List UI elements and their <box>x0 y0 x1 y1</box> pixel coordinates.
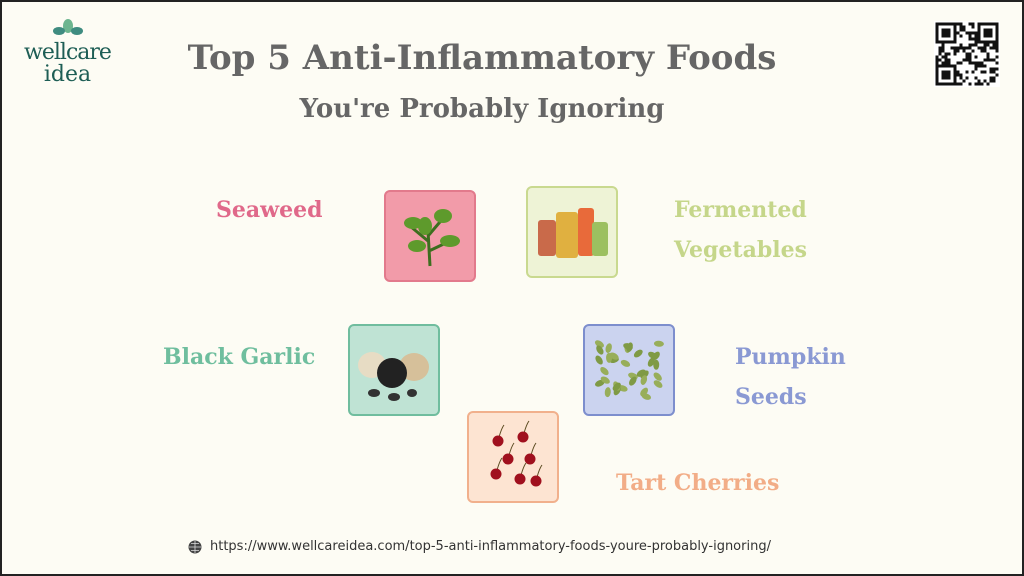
qr-code-icon <box>934 21 1000 87</box>
logo: wellcare idea <box>20 18 115 86</box>
label-seaweed: Seaweed <box>216 197 323 223</box>
leaf-icon <box>52 19 83 35</box>
page-subtitle: You're Probably Ignoring <box>299 94 665 124</box>
seaweed-image <box>384 190 476 282</box>
black-garlic-image <box>348 324 440 416</box>
label-pumpkin-seeds: Pumpkin Seeds <box>735 344 846 410</box>
page-title: Top 5 Anti-Inflammatory Foods <box>187 38 777 78</box>
fermented-vegetables-image <box>526 186 618 278</box>
source-url[interactable]: https://www.wellcareidea.com/top-5-anti-… <box>188 539 771 554</box>
label-fermented-vegetables: Fermented Vegetables <box>674 197 807 263</box>
globe-icon <box>188 540 202 553</box>
tart-cherries-image <box>467 411 559 503</box>
label-black-garlic: Black Garlic <box>163 344 316 370</box>
url-text[interactable]: https://www.wellcareidea.com/top-5-anti-… <box>210 539 771 554</box>
pumpkin-seeds-image <box>583 324 675 416</box>
label-tart-cherries: Tart Cherries <box>616 470 780 496</box>
